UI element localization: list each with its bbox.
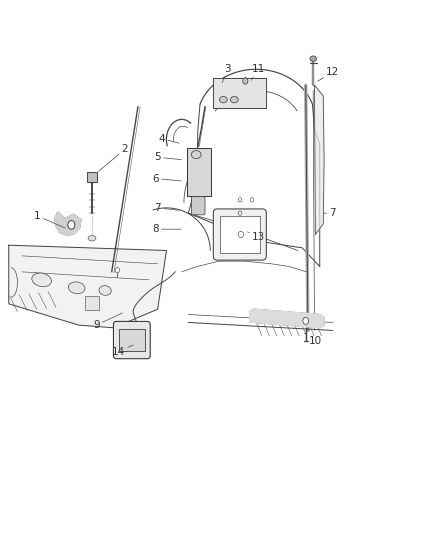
Text: 4: 4 (159, 134, 179, 143)
FancyBboxPatch shape (191, 197, 205, 215)
FancyBboxPatch shape (187, 148, 211, 196)
Text: 10: 10 (304, 333, 322, 346)
Text: 7: 7 (154, 203, 179, 213)
Ellipse shape (230, 96, 238, 103)
Text: 2: 2 (99, 144, 128, 172)
Text: 3: 3 (222, 64, 231, 83)
FancyBboxPatch shape (220, 216, 260, 253)
Text: 14: 14 (112, 345, 133, 357)
FancyBboxPatch shape (113, 321, 150, 359)
Text: 9: 9 (93, 313, 122, 330)
Ellipse shape (303, 317, 308, 324)
FancyBboxPatch shape (213, 78, 266, 108)
Ellipse shape (238, 198, 242, 202)
Ellipse shape (68, 221, 75, 229)
Text: 7: 7 (324, 208, 336, 218)
Text: 6: 6 (152, 174, 181, 183)
Text: 5: 5 (154, 152, 181, 162)
Polygon shape (314, 85, 324, 235)
Ellipse shape (115, 268, 120, 273)
Polygon shape (9, 245, 166, 328)
Ellipse shape (88, 236, 96, 241)
FancyBboxPatch shape (85, 296, 99, 310)
FancyBboxPatch shape (87, 172, 97, 182)
Ellipse shape (68, 282, 85, 294)
Ellipse shape (32, 273, 51, 287)
Text: 11: 11 (251, 64, 265, 80)
FancyBboxPatch shape (213, 209, 266, 260)
Ellipse shape (191, 150, 201, 159)
Ellipse shape (238, 231, 244, 238)
Text: 13: 13 (247, 232, 265, 242)
Ellipse shape (238, 211, 242, 215)
Polygon shape (55, 212, 81, 236)
Text: 8: 8 (152, 224, 181, 234)
Ellipse shape (243, 78, 248, 84)
Polygon shape (250, 309, 324, 328)
Text: 1: 1 (34, 211, 65, 228)
Ellipse shape (99, 286, 111, 295)
Ellipse shape (250, 198, 254, 202)
Ellipse shape (310, 56, 316, 61)
FancyBboxPatch shape (119, 329, 145, 351)
Ellipse shape (219, 96, 227, 103)
Text: 12: 12 (318, 67, 339, 81)
